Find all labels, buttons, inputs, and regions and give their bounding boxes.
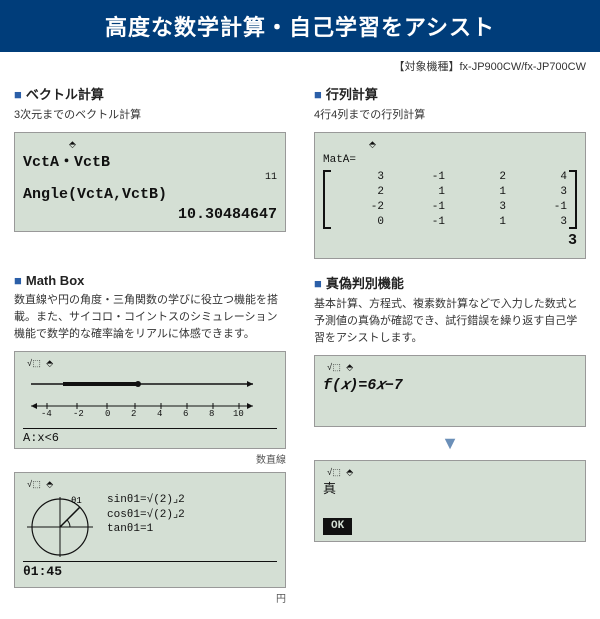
arrow-down-icon: ▼ <box>314 433 586 454</box>
page-header: 高度な数学計算・自己学習をアシスト <box>0 0 600 52</box>
matrix-cell: 1 <box>455 185 506 200</box>
matrix-cell: 2 <box>333 185 384 200</box>
truth-section: 真偽判別機能 基本計算、方程式、複素数計算などで入力した数式と予測値の真偽が確認… <box>314 267 586 605</box>
lcd-indicator: √⬚ ⬘ <box>23 479 277 491</box>
svg-text:0: 0 <box>105 409 110 419</box>
vector-title: ベクトル計算 <box>14 84 286 103</box>
matrix-lcd: ⬘ MatA= 3-1242113-2-13-10-113 3 <box>314 132 586 259</box>
lcd-indicator: √⬚ ⬘ <box>323 467 577 479</box>
matrix-corner: 3 <box>323 231 577 251</box>
matrix-body: 3-1242113-2-13-10-113 <box>323 170 577 229</box>
matrix-section: 行列計算 4行4列までの行列計算 ⬘ MatA= 3-1242113-2-13-… <box>314 78 586 259</box>
matrix-cell: -2 <box>333 200 384 215</box>
truth-lcd-input: √⬚ ⬘ f(𝑥)=6𝑥−7 <box>314 355 586 427</box>
vector-lcd: ⬘ VctA・VctB 11 Angle(VctA,VctB) 10.30484… <box>14 132 286 232</box>
lcd-indicator: ⬘ <box>323 139 577 151</box>
matrix-cell: -1 <box>394 170 445 185</box>
matrix-cell: 1 <box>455 215 506 230</box>
vector-section: ベクトル計算 3次元までのベクトル計算 ⬘ VctA・VctB 11 Angle… <box>14 78 286 259</box>
matrix-cell: 4 <box>516 170 567 185</box>
svg-text:8: 8 <box>209 409 214 419</box>
numberline-caption: 数直線 <box>14 451 286 466</box>
model-info: 【対象機種】fx-JP900CW/fx-JP700CW <box>0 52 600 78</box>
vector-line2: Angle(VctA,VctB) <box>23 185 277 205</box>
matrix-cell: -1 <box>394 215 445 230</box>
circle-caption: 円 <box>14 590 286 605</box>
numberline-expr: A:x<6 <box>23 428 277 446</box>
circle-angle: θ1:45 <box>23 561 277 581</box>
truth-title: 真偽判別機能 <box>314 273 586 292</box>
svg-text:-2: -2 <box>73 409 84 419</box>
matrix-cell: 1 <box>394 185 445 200</box>
truth-lcd-result: √⬚ ⬘ 真 OK <box>314 460 586 543</box>
mathbox-sub: 数直線や円の角度・三角関数の学びに役立つ機能を搭載。また、サイコロ・コイントスの… <box>14 292 286 343</box>
matrix-sub: 4行4列までの行列計算 <box>314 107 586 124</box>
matrix-cell: 0 <box>333 215 384 230</box>
matrix-label: MatA= <box>323 153 577 168</box>
matrix-cell: 3 <box>516 215 567 230</box>
lcd-indicator: √⬚ ⬘ <box>23 358 277 370</box>
vector-sub: 3次元までのベクトル計算 <box>14 107 286 124</box>
mathbox-title: Math Box <box>14 273 286 288</box>
svg-text:10: 10 <box>233 409 244 419</box>
truth-expr: f(𝑥)=6𝑥−7 <box>323 376 577 396</box>
matrix-cell: -1 <box>516 200 567 215</box>
numberline-lcd: √⬚ ⬘ -4 -2 0 2 4 6 8 10 A:x<6 <box>14 351 286 449</box>
vector-line1: VctA・VctB <box>23 153 277 173</box>
truth-sub: 基本計算、方程式、複素数計算などで入力した数式と予測値の真偽が確認でき、試行錯誤… <box>314 296 586 347</box>
trig-sin: sinθ1=√(2)⌟2 <box>107 493 185 507</box>
matrix-title: 行列計算 <box>314 84 586 103</box>
numberline-graphic: -4 -2 0 2 4 6 8 10 <box>23 372 263 428</box>
mathbox-section: Math Box 数直線や円の角度・三角関数の学びに役立つ機能を搭載。また、サイ… <box>14 267 286 605</box>
truth-result: 真 <box>323 481 577 499</box>
svg-text:2: 2 <box>131 409 136 419</box>
lcd-indicator: √⬚ ⬘ <box>323 362 577 374</box>
matrix-cell: 3 <box>333 170 384 185</box>
matrix-cell: 3 <box>455 200 506 215</box>
lcd-indicator: ⬘ <box>23 139 277 151</box>
matrix-cell: 2 <box>455 170 506 185</box>
trig-cos: cosθ1=√(2)⌟2 <box>107 508 185 522</box>
ok-button[interactable]: OK <box>323 518 352 535</box>
vector-result: 10.30484647 <box>23 205 277 225</box>
trig-tan: tanθ1=1 <box>107 522 185 536</box>
svg-text:θ1: θ1 <box>71 496 82 506</box>
unit-circle-graphic: θ1 <box>23 493 97 561</box>
matrix-cell: -1 <box>394 200 445 215</box>
svg-text:6: 6 <box>183 409 188 419</box>
svg-text:-4: -4 <box>41 409 52 419</box>
vector-exp: 11 <box>23 171 277 185</box>
svg-text:4: 4 <box>157 409 162 419</box>
matrix-cell: 3 <box>516 185 567 200</box>
circle-lcd: √⬚ ⬘ θ1 sinθ1=√(2)⌟2 cosθ1=√(2)⌟2 tanθ1=… <box>14 472 286 588</box>
